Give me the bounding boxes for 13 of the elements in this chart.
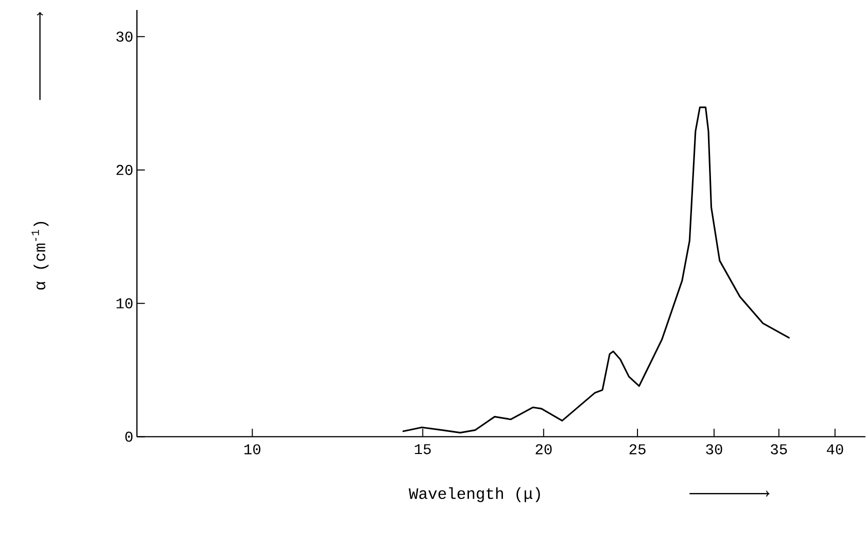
x-tick-label: 20 [536, 444, 552, 455]
x-tick-label: 25 [630, 444, 646, 455]
x-tick-label: 10 [244, 444, 260, 455]
y-tick-label: 0 [125, 432, 132, 442]
x-tick-label: 40 [826, 444, 844, 455]
x-tick-label: 35 [770, 444, 787, 455]
x-axis-title: Wavelength (μ) [408, 487, 540, 502]
y-tick-label: 30 [116, 32, 132, 42]
y-tick-label: 20 [116, 165, 132, 176]
x-tick-label: 30 [706, 444, 722, 455]
y-axis-title: α (cm$^{-1}$) [32, 222, 48, 290]
x-tick-label: 15 [414, 444, 431, 454]
y-tick-label: 10 [116, 298, 132, 309]
